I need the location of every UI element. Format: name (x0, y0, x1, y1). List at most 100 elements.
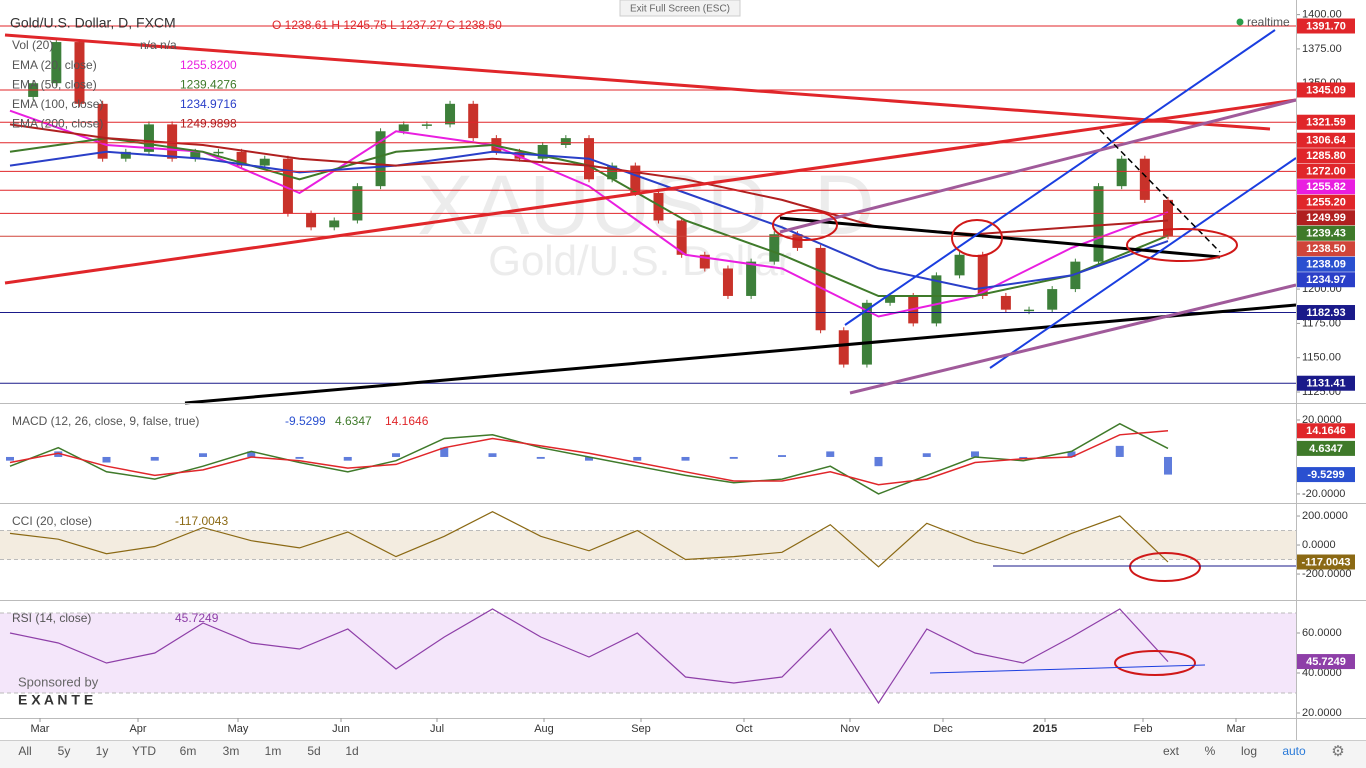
annotation-circle (772, 209, 838, 241)
level-tag (1297, 375, 1355, 391)
legend-name: EMA (50, close) (12, 78, 97, 92)
candle (885, 295, 896, 303)
indicator-line (9, 511, 1169, 568)
range-button[interactable]: 3m (223, 744, 240, 758)
indicator-tag-label: -117.0043 (1302, 556, 1351, 568)
sponsor-brand: E X A N T E (18, 692, 93, 708)
y-tick-label: 40.0000 (1302, 667, 1342, 679)
level-tag-label: 1239.43 (1306, 228, 1346, 240)
time-label: 2015 (1033, 723, 1057, 735)
range-button[interactable]: 5d (307, 744, 320, 758)
candle (838, 330, 849, 365)
channel-line (849, 283, 1297, 395)
range-button[interactable]: 1y (96, 744, 109, 758)
candle (282, 158, 293, 214)
symbol: Gold/U.S. Dollar, D, FXCM (10, 15, 176, 31)
panel-value: 4.6347 (335, 414, 372, 428)
annotation-circle (951, 219, 1003, 257)
legend-name: EMA (200, close) (12, 117, 103, 131)
option-button[interactable]: auto (1282, 744, 1306, 758)
indicator-tag (1297, 654, 1355, 670)
panel-value: 45.7249 (175, 611, 219, 625)
level-tag-label: 1182.93 (1306, 307, 1345, 319)
panel-title: MACD (12, 26, close, 9, false, true) (12, 414, 199, 428)
histogram-bar (922, 453, 931, 457)
histogram-bar (6, 456, 14, 461)
y-tick-label: 1375.00 (1302, 43, 1342, 55)
candle (421, 124, 432, 126)
histogram-bar (1164, 456, 1172, 475)
candle (815, 247, 826, 331)
channel-line (779, 98, 1297, 234)
level-tag (1297, 194, 1355, 210)
candle (51, 42, 62, 84)
histogram-bar (778, 455, 786, 457)
exit-fullscreen-button[interactable] (619, 0, 741, 17)
macd-tag (1297, 467, 1355, 483)
time-label: Feb (1134, 723, 1153, 735)
candle (676, 220, 687, 255)
level-tag-label: 1345.09 (1306, 84, 1346, 96)
candle (445, 103, 456, 125)
time-axis: Mar Apr May Jun Jul Aug Sep Oct Nov Dec 2015 Feb Mar (31, 718, 1246, 735)
range-button[interactable]: YTD (132, 744, 156, 758)
range-button[interactable]: All (18, 744, 31, 758)
histogram-bar (150, 456, 159, 461)
histogram-bar (295, 456, 304, 459)
candle (352, 186, 363, 221)
candle (190, 151, 201, 159)
settings-icon[interactable]: ⚙ (1331, 743, 1344, 760)
y-tick-label: 0.0000 (1302, 539, 1336, 551)
level-tag-label: 1391.70 (1306, 20, 1346, 32)
candle (699, 254, 710, 269)
level-tag-label: 1285.80 (1306, 150, 1346, 162)
candle (143, 124, 154, 152)
legend-value: 1249.9898 (180, 117, 237, 131)
option-button[interactable]: % (1205, 744, 1216, 758)
macd-tag-label: 4.6347 (1309, 443, 1343, 455)
level-tag-label: 1255.20 (1306, 197, 1346, 209)
exit-fullscreen-label[interactable]: Exit Full Screen (ESC) (630, 4, 730, 15)
macd-tag (1297, 440, 1355, 456)
candle (977, 254, 988, 296)
channel-line (989, 157, 1297, 369)
option-button[interactable]: log (1241, 744, 1257, 758)
candle (1116, 158, 1127, 187)
time-label: Jun (332, 723, 350, 735)
range-button[interactable]: 6m (180, 744, 197, 758)
panel-value: 14.1646 (385, 414, 429, 428)
candle (537, 144, 548, 159)
level-tag (1297, 132, 1355, 148)
histogram-bar (199, 453, 207, 457)
histogram-bar (54, 451, 63, 457)
histogram-bar (729, 456, 738, 459)
level-tag (1297, 82, 1355, 98)
level-tag (1297, 114, 1355, 130)
histogram-bar (488, 453, 497, 457)
panel-title: CCI (20, close) (12, 514, 92, 528)
macd-tag (1297, 423, 1355, 439)
candle (1139, 158, 1150, 200)
time-label: Dec (933, 723, 953, 735)
watermark-name: Gold/U.S. Dollar (488, 237, 791, 284)
legend-value: 1255.8200 (180, 58, 237, 72)
plot-data (0, 25, 1296, 705)
realtime-dot (1236, 18, 1244, 26)
panel-borders (0, 0, 1366, 740)
range-button[interactable]: 1m (265, 744, 282, 758)
option-button[interactable]: ext (1163, 744, 1180, 758)
level-tag (1297, 179, 1355, 195)
panel-backgrounds: 1400.001375.001350.001200.001175.001150.… (0, 9, 1352, 719)
candle (213, 151, 224, 154)
range-button[interactable]: 5y (58, 744, 71, 758)
candle (607, 165, 618, 180)
range-button[interactable]: 1d (345, 744, 358, 758)
candle (1024, 309, 1035, 312)
realtime: realtime (1247, 15, 1290, 29)
y-tick-label: 1175.00 (1302, 317, 1341, 329)
indicator-tag-label: 45.7249 (1306, 656, 1346, 668)
histogram-bar (826, 451, 835, 457)
candle (560, 138, 571, 145)
level-tag (1297, 272, 1355, 288)
